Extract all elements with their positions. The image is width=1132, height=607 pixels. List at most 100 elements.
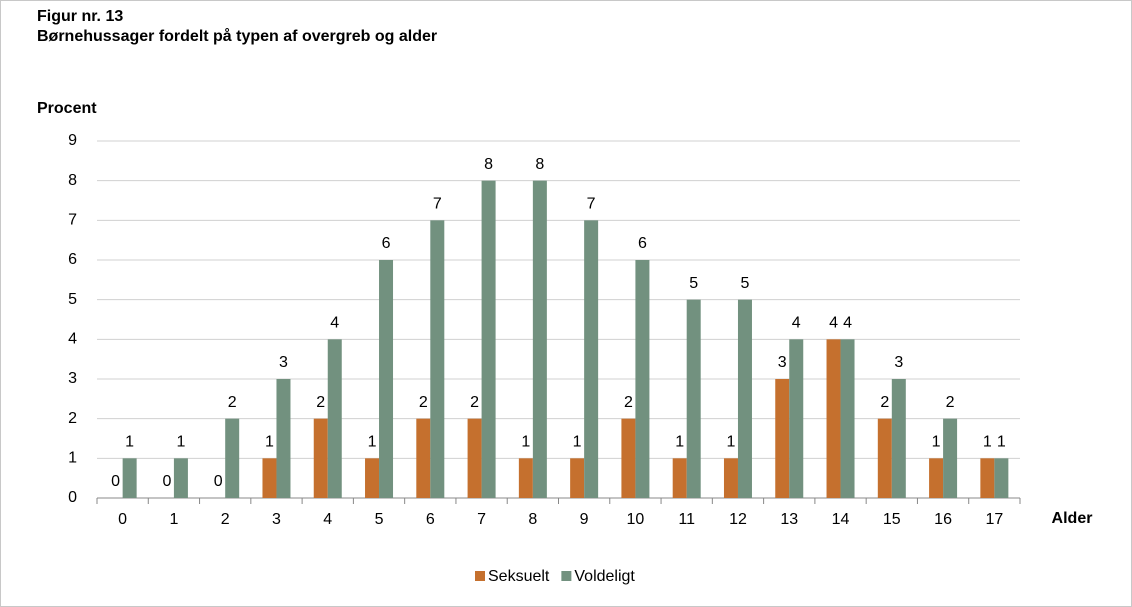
- bar: [929, 458, 944, 498]
- x-tick-label: 17: [985, 511, 1003, 528]
- data-label: 4: [829, 315, 838, 332]
- bar: [365, 458, 380, 498]
- bar: [416, 418, 431, 498]
- bar: [840, 339, 855, 498]
- bar: [225, 418, 240, 498]
- legend-swatch: [475, 571, 485, 581]
- y-axis-label: Procent: [37, 100, 97, 117]
- bar: [943, 418, 958, 498]
- data-label: 1: [573, 434, 582, 451]
- data-label: 8: [535, 156, 544, 173]
- data-label: 2: [946, 394, 955, 411]
- data-label: 1: [125, 434, 134, 451]
- x-tick-label: 16: [934, 511, 952, 528]
- bar: [467, 418, 482, 498]
- data-label: 2: [419, 394, 428, 411]
- data-label: 3: [279, 354, 288, 371]
- x-tick-label: 5: [375, 511, 384, 528]
- data-label: 6: [382, 235, 391, 252]
- data-label: 8: [484, 156, 493, 173]
- data-label: 1: [521, 434, 530, 451]
- y-tick-label: 6: [68, 251, 77, 268]
- data-label: 1: [932, 434, 941, 451]
- data-label: 0: [214, 473, 223, 490]
- bar: [379, 260, 394, 498]
- y-tick-label: 0: [68, 489, 77, 506]
- bar: [430, 220, 445, 499]
- bar: [262, 458, 277, 498]
- x-tick-label: 2: [221, 511, 230, 528]
- bar: [570, 458, 585, 498]
- data-label: 1: [997, 434, 1006, 451]
- data-label: 5: [741, 275, 750, 292]
- y-tick-label: 5: [68, 291, 77, 308]
- data-label: 1: [983, 434, 992, 451]
- data-label: 2: [228, 394, 237, 411]
- data-label: 1: [176, 434, 185, 451]
- data-label: 7: [587, 196, 596, 213]
- y-tick-label: 3: [68, 370, 77, 387]
- data-label: 2: [880, 394, 889, 411]
- bar: [584, 220, 599, 499]
- x-tick-label: 15: [883, 511, 901, 528]
- bar: [481, 180, 496, 498]
- y-tick-label: 1: [68, 450, 77, 467]
- bar: [723, 458, 738, 498]
- bar: [313, 418, 328, 498]
- bar: [672, 458, 687, 498]
- x-tick-label: 11: [678, 511, 695, 528]
- x-tick-label: 4: [323, 511, 332, 528]
- x-tick-label: 8: [528, 511, 537, 528]
- x-tick-label: 13: [780, 511, 798, 528]
- x-tick-label: 0: [118, 511, 127, 528]
- bar: [635, 260, 650, 498]
- data-label: 4: [792, 315, 801, 332]
- data-label: 0: [162, 473, 171, 490]
- y-tick-label: 9: [68, 132, 77, 149]
- legend-label: Seksuelt: [488, 568, 550, 585]
- bar: [532, 180, 547, 498]
- x-tick-label: 3: [272, 511, 281, 528]
- bar: [122, 458, 137, 498]
- legend-swatch: [561, 571, 572, 581]
- data-label: 6: [638, 235, 647, 252]
- data-label: 4: [330, 315, 339, 332]
- data-label: 3: [778, 354, 787, 371]
- y-tick-label: 8: [68, 172, 77, 189]
- x-axis-label: Alder: [1052, 510, 1093, 527]
- y-tick-label: 7: [68, 212, 77, 229]
- bar: [877, 418, 892, 498]
- data-label: 1: [727, 434, 736, 451]
- bar: [737, 299, 752, 498]
- bar: [173, 458, 188, 498]
- bar: [789, 339, 804, 498]
- x-tick-label: 6: [426, 511, 435, 528]
- bar: [327, 339, 342, 498]
- chart-title: Figur nr. 13: [37, 8, 123, 25]
- x-tick-label: 1: [169, 511, 178, 528]
- bar: [518, 458, 533, 498]
- data-label: 1: [265, 434, 274, 451]
- bar: [775, 379, 790, 498]
- data-label: 2: [470, 394, 479, 411]
- data-label: 2: [316, 394, 325, 411]
- data-label: 1: [675, 434, 684, 451]
- data-label: 1: [368, 434, 377, 451]
- x-tick-label: 9: [580, 511, 589, 528]
- x-tick-label: 14: [832, 511, 850, 528]
- data-label: 7: [433, 196, 442, 213]
- y-tick-label: 4: [68, 331, 77, 348]
- bar: [980, 458, 995, 498]
- y-tick-label: 2: [68, 410, 77, 427]
- bar: [686, 299, 701, 498]
- data-label: 3: [894, 354, 903, 371]
- data-label: 5: [689, 275, 698, 292]
- bar: [891, 379, 906, 498]
- data-label: 4: [843, 315, 852, 332]
- bar: [621, 418, 636, 498]
- bar: [276, 379, 291, 498]
- bar: [826, 339, 841, 498]
